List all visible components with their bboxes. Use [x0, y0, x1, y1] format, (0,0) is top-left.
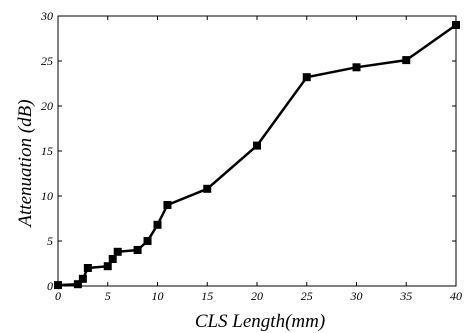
x-axis-ticks: 0 5 10 15 20 25 30 35 40 [55, 16, 462, 303]
data-point-marker [163, 201, 172, 209]
x-tick-label: 10 [152, 289, 164, 303]
x-tick-label: 20 [251, 289, 263, 303]
data-point-marker [302, 73, 311, 82]
y-tick-label: 20 [41, 99, 53, 113]
data-point-marker [54, 281, 62, 290]
y-tick-label: 10 [41, 189, 53, 203]
x-tick-label: 0 [55, 289, 61, 303]
x-tick-label: 40 [450, 289, 462, 303]
x-tick-label: 15 [201, 289, 213, 303]
y-tick-label: 25 [41, 54, 53, 68]
data-point-marker [352, 63, 361, 72]
data-point-marker [253, 141, 261, 150]
data-point-marker [108, 255, 117, 263]
y-tick-label: 30 [40, 9, 53, 23]
data-point-marker [103, 262, 112, 271]
x-axis-title: CLS Length(mm) [195, 311, 325, 332]
plot-frame [57, 15, 457, 287]
data-point-marker [402, 56, 411, 65]
data-point-marker [452, 21, 460, 29]
x-tick-label: 30 [350, 289, 363, 303]
data-point-marker [78, 274, 87, 283]
x-tick-label: 35 [399, 289, 412, 303]
series-line [57, 23, 457, 287]
data-point-marker [203, 184, 212, 193]
data-point-marker [83, 264, 92, 272]
series-group [54, 21, 460, 290]
data-point-marker [153, 220, 162, 229]
data-point-marker [73, 280, 82, 289]
x-tick-label: 25 [301, 289, 313, 303]
y-axis-ticks: 0 5 10 15 20 25 30 [40, 9, 456, 293]
y-tick-label: 0 [47, 279, 53, 293]
data-point-marker [133, 246, 142, 254]
y-tick-label: 15 [41, 144, 53, 158]
y-tick-label: 5 [47, 234, 53, 248]
x-tick-label: 5 [105, 289, 111, 303]
y-axis-title: Attenuation (dB) [15, 99, 36, 228]
data-point-marker [143, 237, 152, 245]
data-point-marker [113, 247, 122, 256]
plot-area [57, 15, 457, 287]
